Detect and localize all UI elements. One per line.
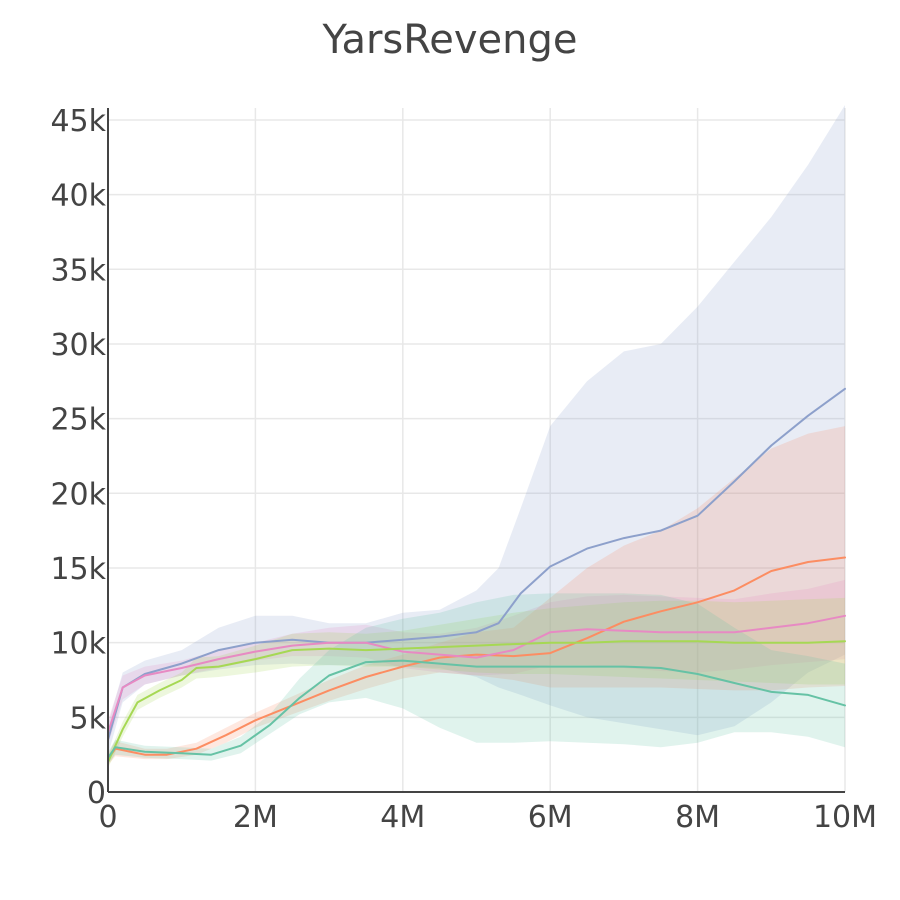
series-0-band [108, 105, 845, 755]
series-1-band [108, 426, 845, 766]
series-4-line [107, 659, 846, 759]
grid-lines [108, 108, 846, 792]
series-4-band [108, 593, 845, 764]
series-2-line [107, 614, 846, 734]
x-tick-label-5: 10M [813, 800, 877, 835]
y-tick-label-6: 30k [50, 328, 106, 363]
y-tick-label-5: 25k [50, 403, 106, 438]
tick-labels: 0 2M 4M 6M 8M 10M 0 5k 10k 15k 20k 25k 30k 35k 40k 45k [50, 104, 877, 835]
y-tick-label-8: 40k [50, 179, 106, 214]
y-tick-label-1: 5k [70, 701, 107, 736]
series-lines [107, 387, 846, 764]
y-tick-label-2: 10k [50, 627, 106, 662]
confidence-bands [108, 105, 845, 769]
x-tick-label-2: 4M [380, 800, 425, 835]
x-tick-label-1: 2M [233, 800, 278, 835]
series-0-line [107, 387, 846, 741]
x-tick-label-4: 8M [675, 800, 720, 835]
series-2-band [108, 579, 845, 745]
axes [107, 108, 845, 793]
x-tick-label-0: 0 [98, 800, 117, 835]
y-tick-label-7: 35k [50, 253, 106, 288]
y-tick-label-0: 0 [87, 776, 106, 811]
y-tick-label-3: 15k [50, 552, 106, 587]
series-1-line [107, 556, 846, 761]
series-3-line [107, 640, 846, 764]
y-tick-label-4: 20k [50, 477, 106, 512]
x-tick-label-3: 6M [528, 800, 573, 835]
y-tick-label-9: 45k [50, 104, 106, 139]
chart-title: YarsRevenge [322, 17, 578, 63]
